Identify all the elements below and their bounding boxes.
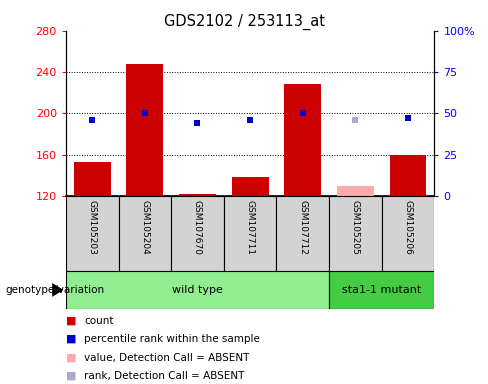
Bar <box>329 196 382 271</box>
Text: ■: ■ <box>66 334 77 344</box>
Text: GDS2102 / 253113_at: GDS2102 / 253113_at <box>163 13 325 30</box>
Bar <box>329 271 434 309</box>
Bar <box>232 177 268 196</box>
Bar <box>119 196 171 271</box>
Bar <box>276 196 329 271</box>
Text: GSM107711: GSM107711 <box>245 200 255 255</box>
Text: percentile rank within the sample: percentile rank within the sample <box>84 334 260 344</box>
Text: ■: ■ <box>66 371 77 381</box>
Text: GSM105204: GSM105204 <box>141 200 149 254</box>
Text: count: count <box>84 316 114 326</box>
Bar <box>224 196 276 271</box>
Text: GSM107712: GSM107712 <box>298 200 307 255</box>
Bar <box>126 64 163 196</box>
Bar <box>66 196 119 271</box>
Text: value, Detection Call = ABSENT: value, Detection Call = ABSENT <box>84 353 250 362</box>
Bar <box>382 196 434 271</box>
Bar <box>285 84 321 196</box>
Polygon shape <box>52 283 63 297</box>
Text: ■: ■ <box>66 316 77 326</box>
Bar <box>171 196 224 271</box>
Text: GSM105205: GSM105205 <box>351 200 360 255</box>
Text: GSM105203: GSM105203 <box>88 200 97 255</box>
Bar <box>74 162 111 196</box>
Bar <box>179 194 216 196</box>
Text: wild type: wild type <box>172 285 223 295</box>
Text: genotype/variation: genotype/variation <box>5 285 104 295</box>
Text: rank, Detection Call = ABSENT: rank, Detection Call = ABSENT <box>84 371 245 381</box>
Text: GSM105206: GSM105206 <box>404 200 412 255</box>
Bar <box>389 155 427 196</box>
Text: GSM107670: GSM107670 <box>193 200 202 255</box>
Text: ■: ■ <box>66 353 77 362</box>
Bar <box>337 185 374 196</box>
Text: sta1-1 mutant: sta1-1 mutant <box>342 285 421 295</box>
Bar <box>66 271 329 309</box>
